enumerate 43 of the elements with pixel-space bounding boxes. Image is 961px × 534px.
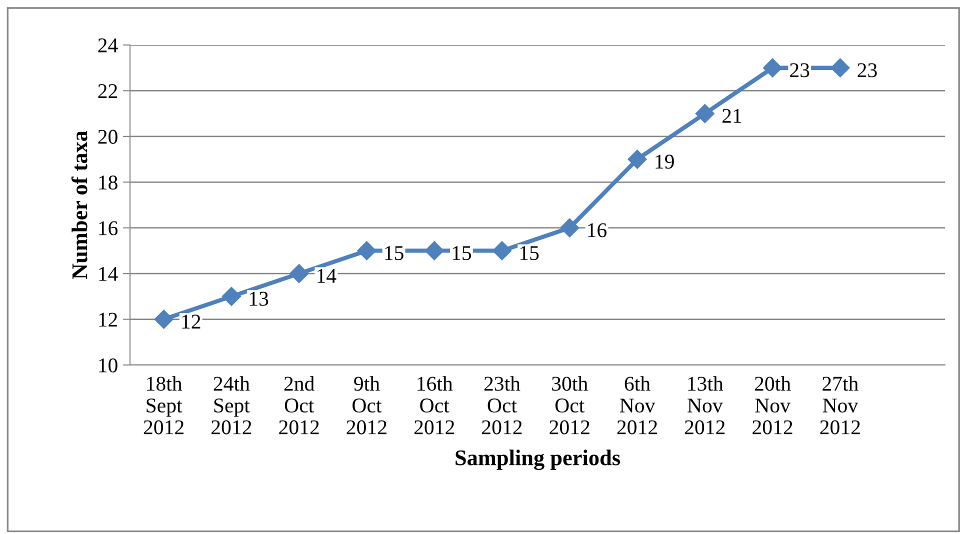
x-tick-label: 23th Oct 2012	[482, 376, 522, 434]
data-label: 16	[588, 223, 607, 238]
y-tick-label: 14	[99, 267, 118, 281]
y-tick-label: 22	[98, 84, 118, 98]
x-tick-label: 9th Oct 2012	[346, 376, 386, 434]
x-tick-label: 27th Nov 2012	[820, 376, 860, 434]
y-tick-label: 24	[98, 38, 118, 52]
point	[357, 241, 376, 260]
point	[628, 150, 647, 169]
data-label: 23	[858, 63, 877, 78]
x-tick-label: 6th Nov 2012	[617, 376, 657, 434]
data-label: 21	[722, 108, 742, 123]
point	[290, 264, 309, 284]
point	[695, 104, 714, 124]
point	[762, 58, 782, 78]
data-label: 12	[182, 314, 200, 328]
y-tick-label: 10	[99, 358, 118, 372]
x-tick-label: 16th Oct 2012	[414, 376, 454, 434]
data-label: 15	[520, 246, 539, 260]
x-tick-label: 30th Oct 2012	[550, 376, 590, 434]
x-axis-title: Sampling periods	[456, 450, 620, 470]
point	[222, 286, 241, 306]
x-tick-label: 20th Nov 2012	[752, 376, 792, 434]
point	[830, 58, 850, 78]
point	[424, 241, 444, 260]
data-label: 15	[452, 246, 472, 260]
data-label: 19	[656, 154, 674, 169]
x-tick-label: 2nd Oct 2012	[279, 376, 319, 434]
y-tick-label: 16	[99, 221, 118, 236]
y-axis-title: Number of taxa	[71, 130, 88, 280]
point	[154, 310, 174, 329]
y-tick-label: 18	[99, 176, 118, 190]
point	[560, 218, 580, 238]
x-tick-label: 18th Sept 2012	[144, 376, 184, 434]
data-label: 14	[318, 268, 336, 283]
data-label: 23	[790, 63, 810, 78]
data-label: 15	[385, 246, 404, 260]
x-tick-label: 13th Nov 2012	[684, 376, 725, 434]
point	[492, 241, 512, 260]
y-tick-label: 20	[98, 130, 118, 144]
data-label: 13	[250, 292, 268, 306]
y-tick-label: 12	[99, 312, 118, 327]
x-tick-label: 24th Sept 2012	[212, 376, 252, 434]
